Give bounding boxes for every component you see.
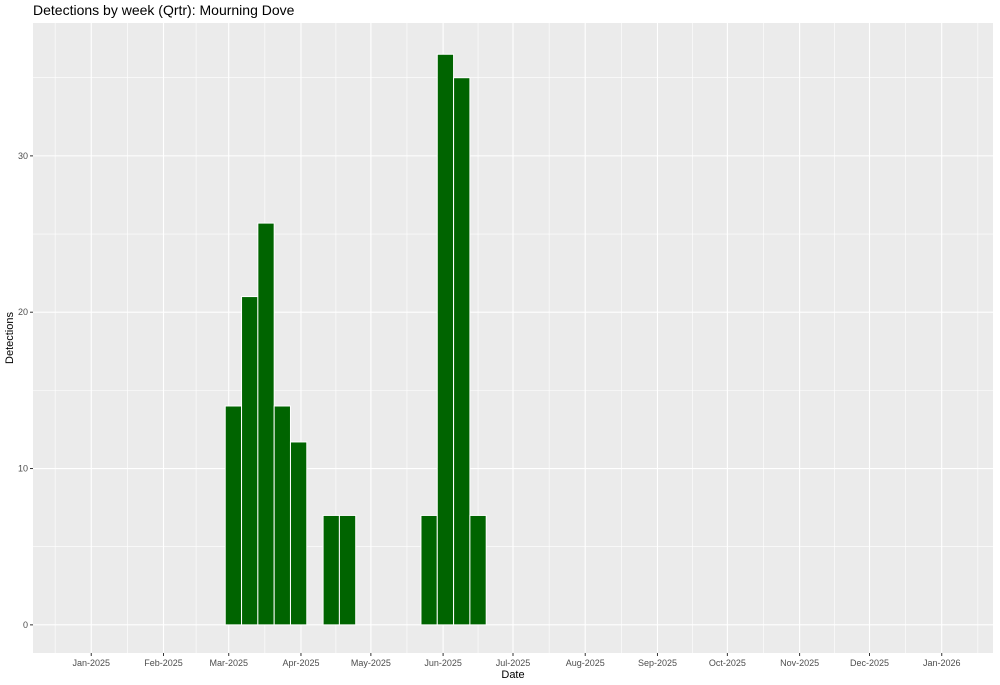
bar — [420, 514, 438, 626]
y-axis-title: Detections — [4, 312, 16, 364]
x-tick-label: Nov-2025 — [780, 658, 819, 668]
x-axis: Jan-2025 Feb-2025 Mar-2025 Apr-2025 May-2025… — [72, 653, 961, 668]
bar — [241, 296, 259, 626]
y-tick-label: 20 — [18, 307, 28, 317]
x-tick-label: Jan-2025 — [72, 658, 110, 668]
x-tick-label: Mar-2025 — [209, 658, 248, 668]
y-tick-label: 30 — [18, 151, 28, 161]
bar — [338, 514, 357, 626]
bar — [224, 405, 243, 626]
bars — [224, 53, 487, 626]
bar — [273, 405, 291, 626]
bar — [469, 514, 487, 626]
chart-title: Detections by week (Qrtr): Mourning Dove — [33, 2, 295, 18]
bar — [436, 53, 455, 626]
x-tick-label: Dec-2025 — [850, 658, 889, 668]
x-axis-title: Date — [501, 669, 524, 681]
x-tick-label: Aug-2025 — [566, 658, 605, 668]
bar — [257, 222, 275, 626]
y-axis: 0 10 20 30 — [18, 151, 33, 630]
y-tick-label: 0 — [23, 620, 28, 630]
x-tick-label: Jun-2025 — [424, 658, 462, 668]
bar — [289, 441, 308, 626]
bar — [453, 77, 471, 626]
x-tick-label: Sep-2025 — [638, 658, 677, 668]
x-tick-label: Oct-2025 — [709, 658, 746, 668]
bar — [322, 514, 340, 626]
x-tick-label: Jan-2026 — [923, 658, 961, 668]
x-tick-label: Jul-2025 — [496, 658, 531, 668]
x-tick-label: Feb-2025 — [144, 658, 183, 668]
x-tick-label: Apr-2025 — [282, 658, 319, 668]
y-tick-label: 10 — [18, 464, 28, 474]
x-tick-label: May-2025 — [351, 658, 391, 668]
